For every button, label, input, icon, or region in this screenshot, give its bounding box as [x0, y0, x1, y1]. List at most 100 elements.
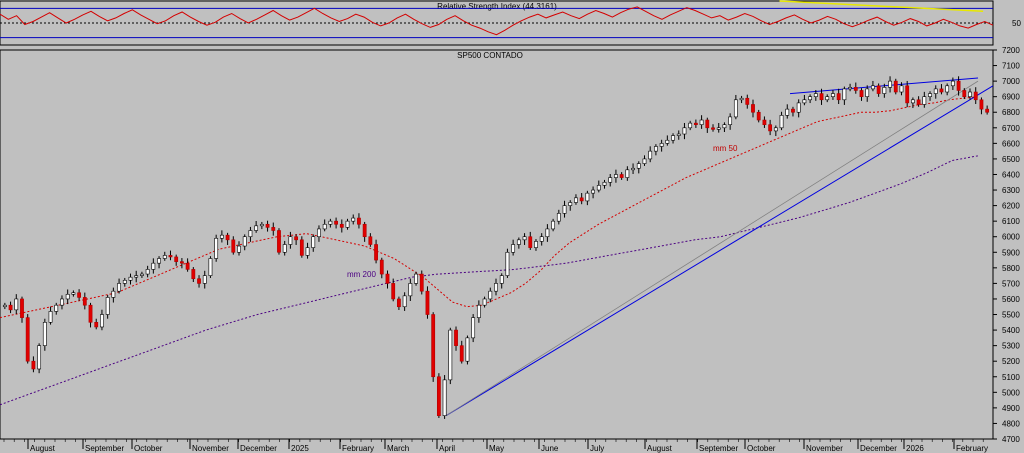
candle	[442, 379, 447, 416]
candle	[722, 124, 727, 129]
candle	[551, 220, 556, 230]
y-tick-label: 5500	[1002, 311, 1020, 320]
candle	[345, 220, 350, 228]
candle	[2, 304, 7, 308]
candle	[545, 228, 550, 238]
candle	[808, 96, 813, 101]
candle	[54, 304, 59, 312]
candle	[271, 227, 276, 231]
candle	[568, 202, 573, 206]
x-tick-label: June	[541, 444, 559, 453]
candle	[796, 102, 801, 113]
candle	[219, 234, 224, 239]
candle	[379, 259, 384, 275]
gray-trendline	[445, 80, 979, 416]
price-title: SP500 CONTADO	[457, 51, 523, 60]
x-tick-label: December	[240, 444, 277, 453]
candle	[654, 146, 658, 152]
candle	[773, 127, 778, 132]
candle	[791, 108, 795, 113]
candle	[77, 292, 81, 298]
candle	[111, 290, 116, 298]
candle	[231, 239, 236, 253]
candle	[682, 127, 687, 135]
candle	[20, 298, 24, 318]
x-tick-label: September	[85, 444, 124, 453]
candle	[922, 96, 927, 105]
candle	[671, 135, 675, 141]
x-tick-label: September	[699, 444, 738, 453]
candle	[539, 236, 544, 242]
candle	[733, 99, 738, 118]
candle	[362, 223, 367, 238]
candle	[322, 223, 327, 230]
candle	[916, 99, 921, 105]
candle	[574, 197, 578, 203]
candle	[14, 298, 19, 311]
candle	[391, 283, 396, 300]
candle	[534, 241, 538, 248]
y-tick-label: 5900	[1002, 248, 1020, 257]
candle	[728, 116, 733, 125]
candle	[208, 258, 213, 276]
candle	[299, 239, 304, 256]
y-tick-label: 6700	[1002, 124, 1020, 133]
candle	[899, 85, 904, 93]
candle	[665, 139, 670, 144]
x-tick-label: April	[439, 444, 455, 453]
candle	[168, 255, 173, 258]
candle	[528, 236, 533, 248]
candle	[105, 297, 110, 315]
candle	[174, 256, 179, 262]
candle	[825, 96, 830, 101]
candle	[197, 278, 201, 284]
candle	[482, 298, 487, 306]
candle	[893, 80, 898, 93]
mm50-label: mm 50	[713, 144, 738, 153]
candle	[465, 337, 470, 362]
y-tick-label: 7000	[1002, 77, 1020, 86]
candle	[71, 292, 76, 295]
candle	[779, 115, 784, 129]
candle	[688, 122, 693, 129]
mm200-label: mm 200	[347, 270, 376, 279]
candle	[516, 239, 521, 245]
candle	[436, 376, 441, 416]
candle	[619, 174, 624, 178]
candle	[802, 99, 807, 104]
candle	[962, 90, 967, 97]
candle	[471, 317, 476, 339]
candle	[225, 234, 230, 241]
candle	[179, 261, 184, 264]
candle	[311, 236, 316, 248]
y-tick-label: 4800	[1002, 419, 1020, 428]
y-tick-label: 6600	[1002, 139, 1020, 148]
candle	[48, 311, 53, 323]
candle	[756, 111, 761, 121]
x-tick-label: November	[806, 444, 843, 453]
candle	[693, 122, 698, 125]
candle	[488, 290, 493, 300]
candle	[294, 236, 299, 241]
candle	[716, 127, 721, 130]
candle	[374, 244, 378, 261]
y-tick-label: 5700	[1002, 279, 1020, 288]
candle	[88, 304, 93, 323]
candle	[739, 97, 744, 101]
price-panel: SP500 CONTADO 4700 4800 4900 5000 5100 5200 53…	[0, 46, 1020, 453]
candle	[591, 189, 595, 194]
y-tick-label: 5200	[1002, 357, 1020, 366]
candle	[762, 119, 767, 125]
candle	[705, 119, 710, 129]
rsi-title: Relative Strength Index (44.3161)	[437, 2, 557, 11]
candle	[865, 88, 870, 97]
x-tick-label: July	[590, 444, 604, 453]
y-tick-label: 4900	[1002, 404, 1020, 413]
x-tick-label: October	[747, 444, 776, 453]
candle	[499, 275, 504, 284]
y-tick-label: 5600	[1002, 295, 1020, 304]
candle	[214, 237, 219, 259]
y-tick-label: 5300	[1002, 342, 1020, 351]
